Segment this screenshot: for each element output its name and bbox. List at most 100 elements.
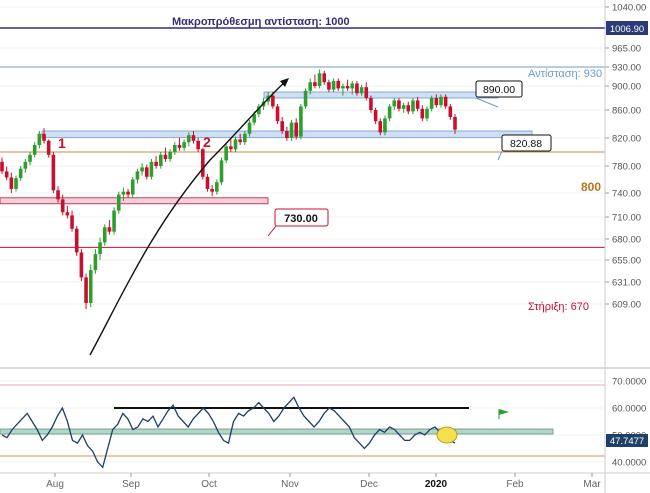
candle <box>448 104 453 120</box>
x-tick-label: Sep <box>122 479 140 490</box>
candle <box>140 163 144 176</box>
candle <box>116 191 121 214</box>
candle <box>341 83 345 96</box>
candle <box>23 159 28 173</box>
candles <box>0 69 457 309</box>
x-axis: Aug Sep Oct Nov Dec 2020 Feb Mar <box>0 472 650 490</box>
candle <box>303 88 308 109</box>
candle <box>355 80 359 96</box>
candle <box>243 131 247 145</box>
candle <box>373 107 378 124</box>
candle <box>229 139 233 152</box>
candle <box>93 249 98 274</box>
price-tick-label: 680.00 <box>612 235 641 246</box>
candle <box>102 224 107 246</box>
price-y-axis: 1040.001000.00965.00930.00900.00860.0082… <box>605 3 646 311</box>
price-tick-label: 655.00 <box>612 256 641 267</box>
candle <box>364 82 369 101</box>
marker-1: 1 <box>58 135 66 151</box>
price-zone <box>263 91 499 99</box>
flag-icon <box>498 409 509 419</box>
candle <box>280 117 285 134</box>
candle <box>411 98 415 115</box>
callout-730-text: 730.00 <box>284 213 318 225</box>
candle <box>121 187 126 201</box>
candle <box>378 118 383 136</box>
candle <box>112 207 116 235</box>
candle <box>406 101 411 115</box>
candle <box>0 157 4 175</box>
long-term-resistance-label: Μακροπρόθεσμη αντίσταση: 1000 <box>172 16 350 28</box>
candle <box>4 166 9 181</box>
candle <box>308 78 313 95</box>
candle <box>187 132 191 147</box>
price-tick-label: 609.00 <box>612 300 641 311</box>
candle <box>177 138 182 151</box>
candle <box>46 139 51 158</box>
candle <box>28 152 32 166</box>
candle <box>247 119 252 137</box>
candle <box>60 194 65 216</box>
candle <box>135 168 140 184</box>
oscillator-value-text: 47.7477 <box>610 436 644 447</box>
candle <box>65 205 70 219</box>
candle <box>79 249 84 282</box>
marker-2: 2 <box>203 134 211 150</box>
resistance-label: Αντίσταση: 930 <box>528 68 602 80</box>
support-label: Στήριξη: 670 <box>528 301 589 313</box>
candle <box>387 104 392 122</box>
candle <box>443 94 448 109</box>
price-zones <box>0 91 533 205</box>
candle <box>345 79 350 91</box>
x-tick-label: 2020 <box>425 479 448 490</box>
candle <box>439 94 443 108</box>
candle <box>98 237 102 260</box>
price-badge-text: 1006.90 <box>610 24 644 35</box>
price-tick-label: 965.00 <box>612 44 641 55</box>
candle <box>257 104 261 117</box>
candle <box>299 104 303 140</box>
candle <box>420 105 425 122</box>
candle <box>191 131 196 144</box>
oscillator-tick-label: 70.0000 <box>612 377 646 388</box>
candle <box>56 186 60 203</box>
candle <box>425 106 429 122</box>
price-gridlines <box>0 6 605 305</box>
callout-820: 820.88 <box>497 134 552 161</box>
candle <box>322 70 327 85</box>
price-tick-label: 1040.00 <box>612 3 646 14</box>
candle <box>172 142 177 155</box>
oscillator-gridlines <box>0 380 605 463</box>
candle <box>163 147 168 162</box>
candle <box>313 74 317 89</box>
price-tick-label: 820.00 <box>612 134 641 145</box>
callout-820-text: 820.88 <box>510 138 542 150</box>
oscillator-value-badge <box>606 434 648 447</box>
price-tick-label: 710.00 <box>612 213 641 224</box>
candle <box>84 273 88 309</box>
candle <box>168 149 172 162</box>
candle <box>14 175 18 192</box>
x-tick-label: Aug <box>46 479 64 490</box>
candle <box>233 136 238 152</box>
candle <box>415 96 420 112</box>
candle <box>317 69 322 89</box>
candle <box>289 119 294 141</box>
candle <box>74 225 79 256</box>
oscillator-bands <box>0 384 605 457</box>
trend-drawings <box>89 78 289 356</box>
x-tick-label: Mar <box>583 479 601 490</box>
candle <box>285 126 289 141</box>
level-lines <box>0 27 605 248</box>
x-tick-label: Dec <box>360 479 378 490</box>
candle <box>42 128 46 144</box>
candle <box>144 164 149 180</box>
candle <box>70 210 74 232</box>
arrow-head <box>280 78 289 87</box>
candle <box>182 139 186 151</box>
price-zone <box>0 197 269 205</box>
candle <box>434 94 439 108</box>
candle <box>37 131 42 149</box>
callout-730: 730.00 <box>267 208 329 237</box>
candle <box>154 156 158 169</box>
